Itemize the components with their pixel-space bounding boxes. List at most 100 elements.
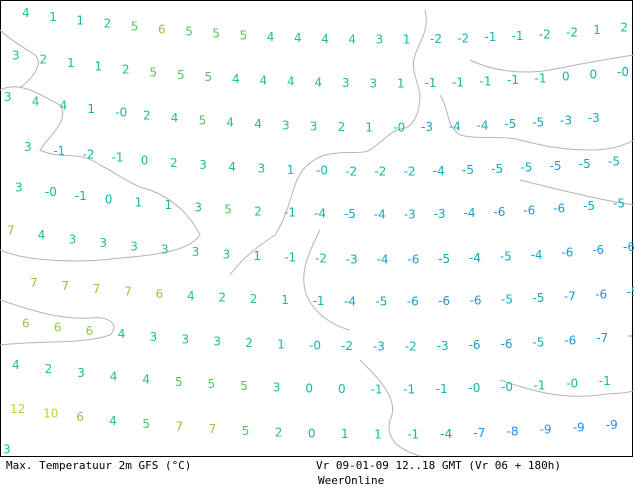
temperature-value: 0: [338, 382, 346, 396]
temperature-value: 6: [76, 410, 84, 424]
temperature-value: 2: [218, 291, 226, 305]
temperature-value: -0: [316, 164, 328, 178]
temperature-value: -5: [613, 197, 625, 211]
temperature-value: 1: [281, 293, 289, 307]
temperature-value: -6: [523, 203, 535, 217]
temperature-value: -2: [457, 31, 469, 45]
temperature-value: -8: [507, 425, 519, 439]
temperature-value: 3: [77, 366, 85, 380]
temperature-value: 5: [212, 27, 220, 41]
temperature-value: 6: [22, 316, 30, 330]
temperature-value: 4: [22, 6, 30, 20]
temperature-value: -1: [75, 189, 87, 203]
temperature-value: 1: [341, 427, 349, 441]
temperature-value: 6: [86, 324, 94, 338]
temperature-value: -3: [560, 114, 572, 128]
temperature-value: 0: [305, 382, 313, 396]
temperature-value: -2: [315, 252, 327, 266]
valid-time: Vr 09-01-09 12..18 GMT (Vr 06 + 180h): [316, 459, 561, 472]
temperature-value: -1: [313, 294, 325, 308]
temperature-value: 2: [143, 108, 151, 122]
temperature-value: 7: [209, 422, 217, 436]
temperature-value: 4: [226, 115, 234, 129]
temperature-value: 3: [376, 33, 384, 47]
temperature-value: -3: [434, 207, 446, 221]
temperature-value: 1: [76, 13, 84, 27]
temperature-value: 7: [30, 276, 38, 290]
temperature-value: -5: [491, 162, 503, 176]
temperature-value: 3: [4, 90, 12, 104]
temperature-value: 5: [205, 70, 213, 84]
temperature-value: 2: [122, 63, 130, 77]
temperature-value: 1: [95, 60, 103, 74]
temperature-value: -3: [437, 339, 449, 353]
temperature-value: -0: [617, 65, 629, 79]
temperature-value: 5: [224, 203, 232, 217]
temperature-value: -6: [561, 246, 573, 260]
temperature-value: -1: [484, 30, 496, 44]
temperature-value: -1: [599, 374, 611, 388]
temperature-value: -1: [284, 206, 296, 220]
temperature-value: -6: [469, 338, 481, 352]
temperature-value: 1: [397, 76, 405, 90]
temperature-value: -3: [346, 252, 358, 266]
temperature-value: 0: [105, 192, 113, 206]
temperature-value: 4: [171, 111, 179, 125]
temperature-value: 5: [142, 417, 150, 431]
temperature-value: 1: [277, 338, 285, 352]
temperature-value: -0: [45, 185, 57, 199]
temperature-value: 4: [32, 95, 40, 109]
temperature-value: -3: [588, 111, 600, 125]
temperature-value: -6: [553, 202, 565, 216]
temperature-value: -5: [462, 163, 474, 177]
temperature-value: 4: [254, 117, 262, 131]
temperature-value: -5: [501, 292, 513, 306]
temperature-value: -0: [501, 380, 513, 394]
temperature-value: 2: [104, 17, 112, 31]
temperature-value: 5: [177, 68, 185, 82]
temperature-value: 3: [273, 380, 281, 394]
temperature-value: 4: [60, 99, 68, 113]
temperature-value: -5: [550, 159, 562, 173]
temperature-labels: 4 1 1 2 5 6 5 5 5 4 4 4 4 3 1 -2 -2 -1 -1 -2 -2 1 2 3 2 1 1 2 5 5 5 4 4 4…: [3, 6, 634, 457]
temperature-value: 7: [176, 420, 184, 434]
temperature-value: 3: [12, 48, 20, 62]
temperature-value: -2: [430, 32, 442, 46]
temperature-value: 5: [242, 424, 250, 438]
temperature-value: 4: [287, 75, 295, 89]
temperature-value: -6: [501, 337, 513, 351]
temperature-value: 7: [93, 282, 101, 296]
temperature-value: -5: [344, 207, 356, 221]
temperature-value: 3: [99, 236, 107, 250]
temperature-value: -1: [112, 151, 124, 165]
temperature-value: -6: [438, 294, 450, 308]
temperature-value: -7: [596, 331, 608, 345]
temperature-value: -1: [452, 75, 464, 89]
temperature-value: 3: [199, 158, 207, 172]
temperature-value: 1: [253, 249, 261, 263]
temperature-value: 3: [15, 181, 23, 195]
temperature-value: 2: [170, 156, 178, 170]
temperature-value: 5: [185, 25, 193, 39]
temperature-value: 5: [131, 20, 139, 34]
temperature-value: 6: [158, 22, 166, 36]
temperature-value: -4: [477, 119, 489, 133]
temperature-value: 0: [562, 70, 570, 84]
temperature-value: -6: [623, 240, 634, 254]
temperature-value: -4: [531, 248, 543, 262]
temperature-value: -1: [507, 73, 519, 87]
temperature-value: 3: [342, 76, 350, 90]
temperature-value: 2: [245, 336, 253, 350]
temperature-value: 3: [213, 335, 221, 349]
temperature-value: 1: [135, 195, 143, 209]
temperature-value: 2: [275, 425, 283, 439]
temperature-value: 3: [310, 119, 318, 133]
temperature-value: 3: [130, 240, 138, 254]
temperature-value: 1: [165, 198, 173, 212]
temperature-value: 3: [370, 77, 378, 91]
temperature-value: 3: [69, 232, 77, 246]
temperature-value: 4: [109, 414, 117, 428]
temperature-value: -2: [341, 339, 353, 353]
temperature-value: 3: [258, 162, 266, 176]
temperature-value: 5: [150, 66, 158, 80]
